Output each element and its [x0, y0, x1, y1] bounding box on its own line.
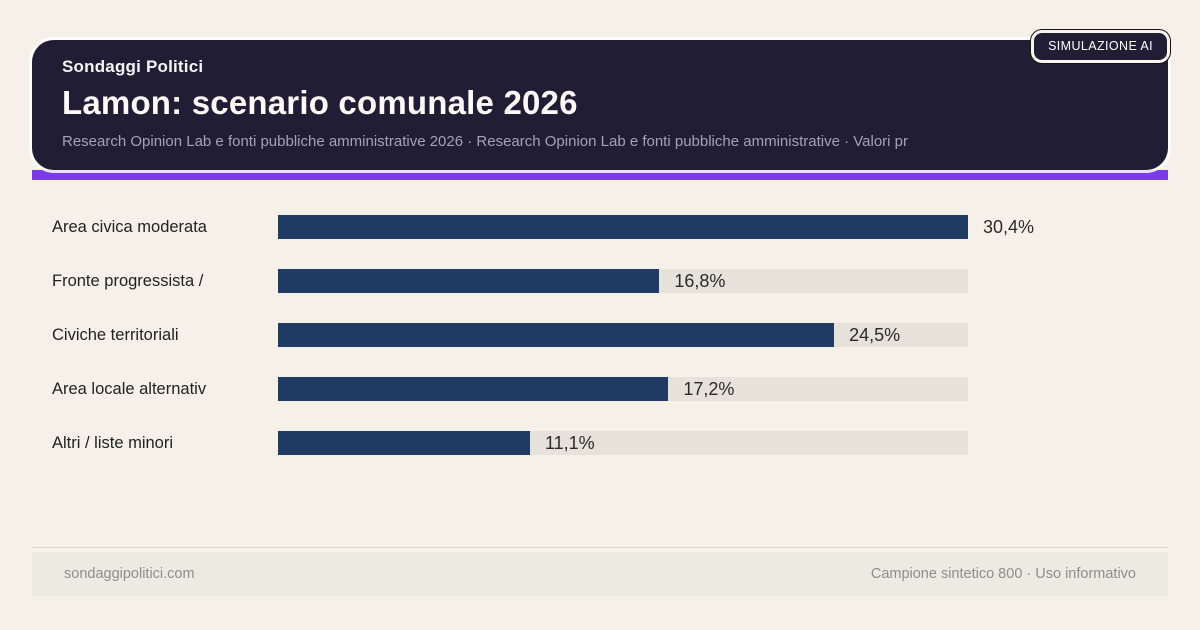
footer-site: sondaggipolitici.com	[64, 566, 195, 582]
value-label: 17,2%	[683, 379, 735, 399]
category-label: Altri / liste minori	[52, 434, 174, 452]
footer-note: Campione sintetico 800 · Uso informativo	[870, 566, 1136, 582]
simulation-badge: SIMULAZIONE AI	[1031, 30, 1170, 63]
category-label: Area civica moderata	[52, 218, 207, 236]
header-card: Sondaggi Politici Lamon: scenario comuna…	[32, 40, 1168, 170]
footer-divider	[32, 547, 1168, 548]
value-label: 11,1%	[544, 433, 595, 453]
bar	[278, 269, 660, 293]
chart-row: Civiche territoriali 24,5%	[0, 323, 1200, 347]
bar-track: 17,2%	[278, 377, 968, 401]
value-label: 24,5%	[849, 325, 901, 345]
bar	[278, 323, 835, 347]
bar-track: 24,5%	[278, 323, 968, 347]
chart-row: Fronte progressista / 16,8%	[0, 269, 1200, 293]
chart-row: Area locale alternativ 17,2%	[0, 377, 1200, 401]
category-label: Civiche territoriali	[52, 326, 179, 344]
value-label: 16,8%	[674, 271, 726, 291]
chart-row: Altri / liste minori 11,1%	[0, 431, 1200, 455]
value-label: 30,4%	[983, 217, 1035, 237]
bar-track: 16,8%	[278, 269, 968, 293]
category-label: Fronte progressista /	[52, 272, 204, 290]
bar-track: 30,4%	[278, 215, 1034, 239]
chart-row: Area civica moderata 30,4%	[0, 215, 1200, 239]
accent-bar	[32, 170, 1168, 180]
bar	[278, 215, 968, 239]
bar	[278, 431, 530, 455]
brand-kicker: Sondaggi Politici	[62, 57, 204, 76]
bar	[278, 377, 669, 401]
category-label: Area locale alternativ	[52, 380, 207, 398]
page-title: Lamon: scenario comunale 2026	[62, 84, 578, 121]
bar-track: 11,1%	[278, 431, 968, 455]
footer: sondaggipolitici.com Campione sintetico …	[32, 552, 1168, 596]
header-subtitle: Research Opinion Lab e fonti pubbliche a…	[62, 133, 908, 150]
